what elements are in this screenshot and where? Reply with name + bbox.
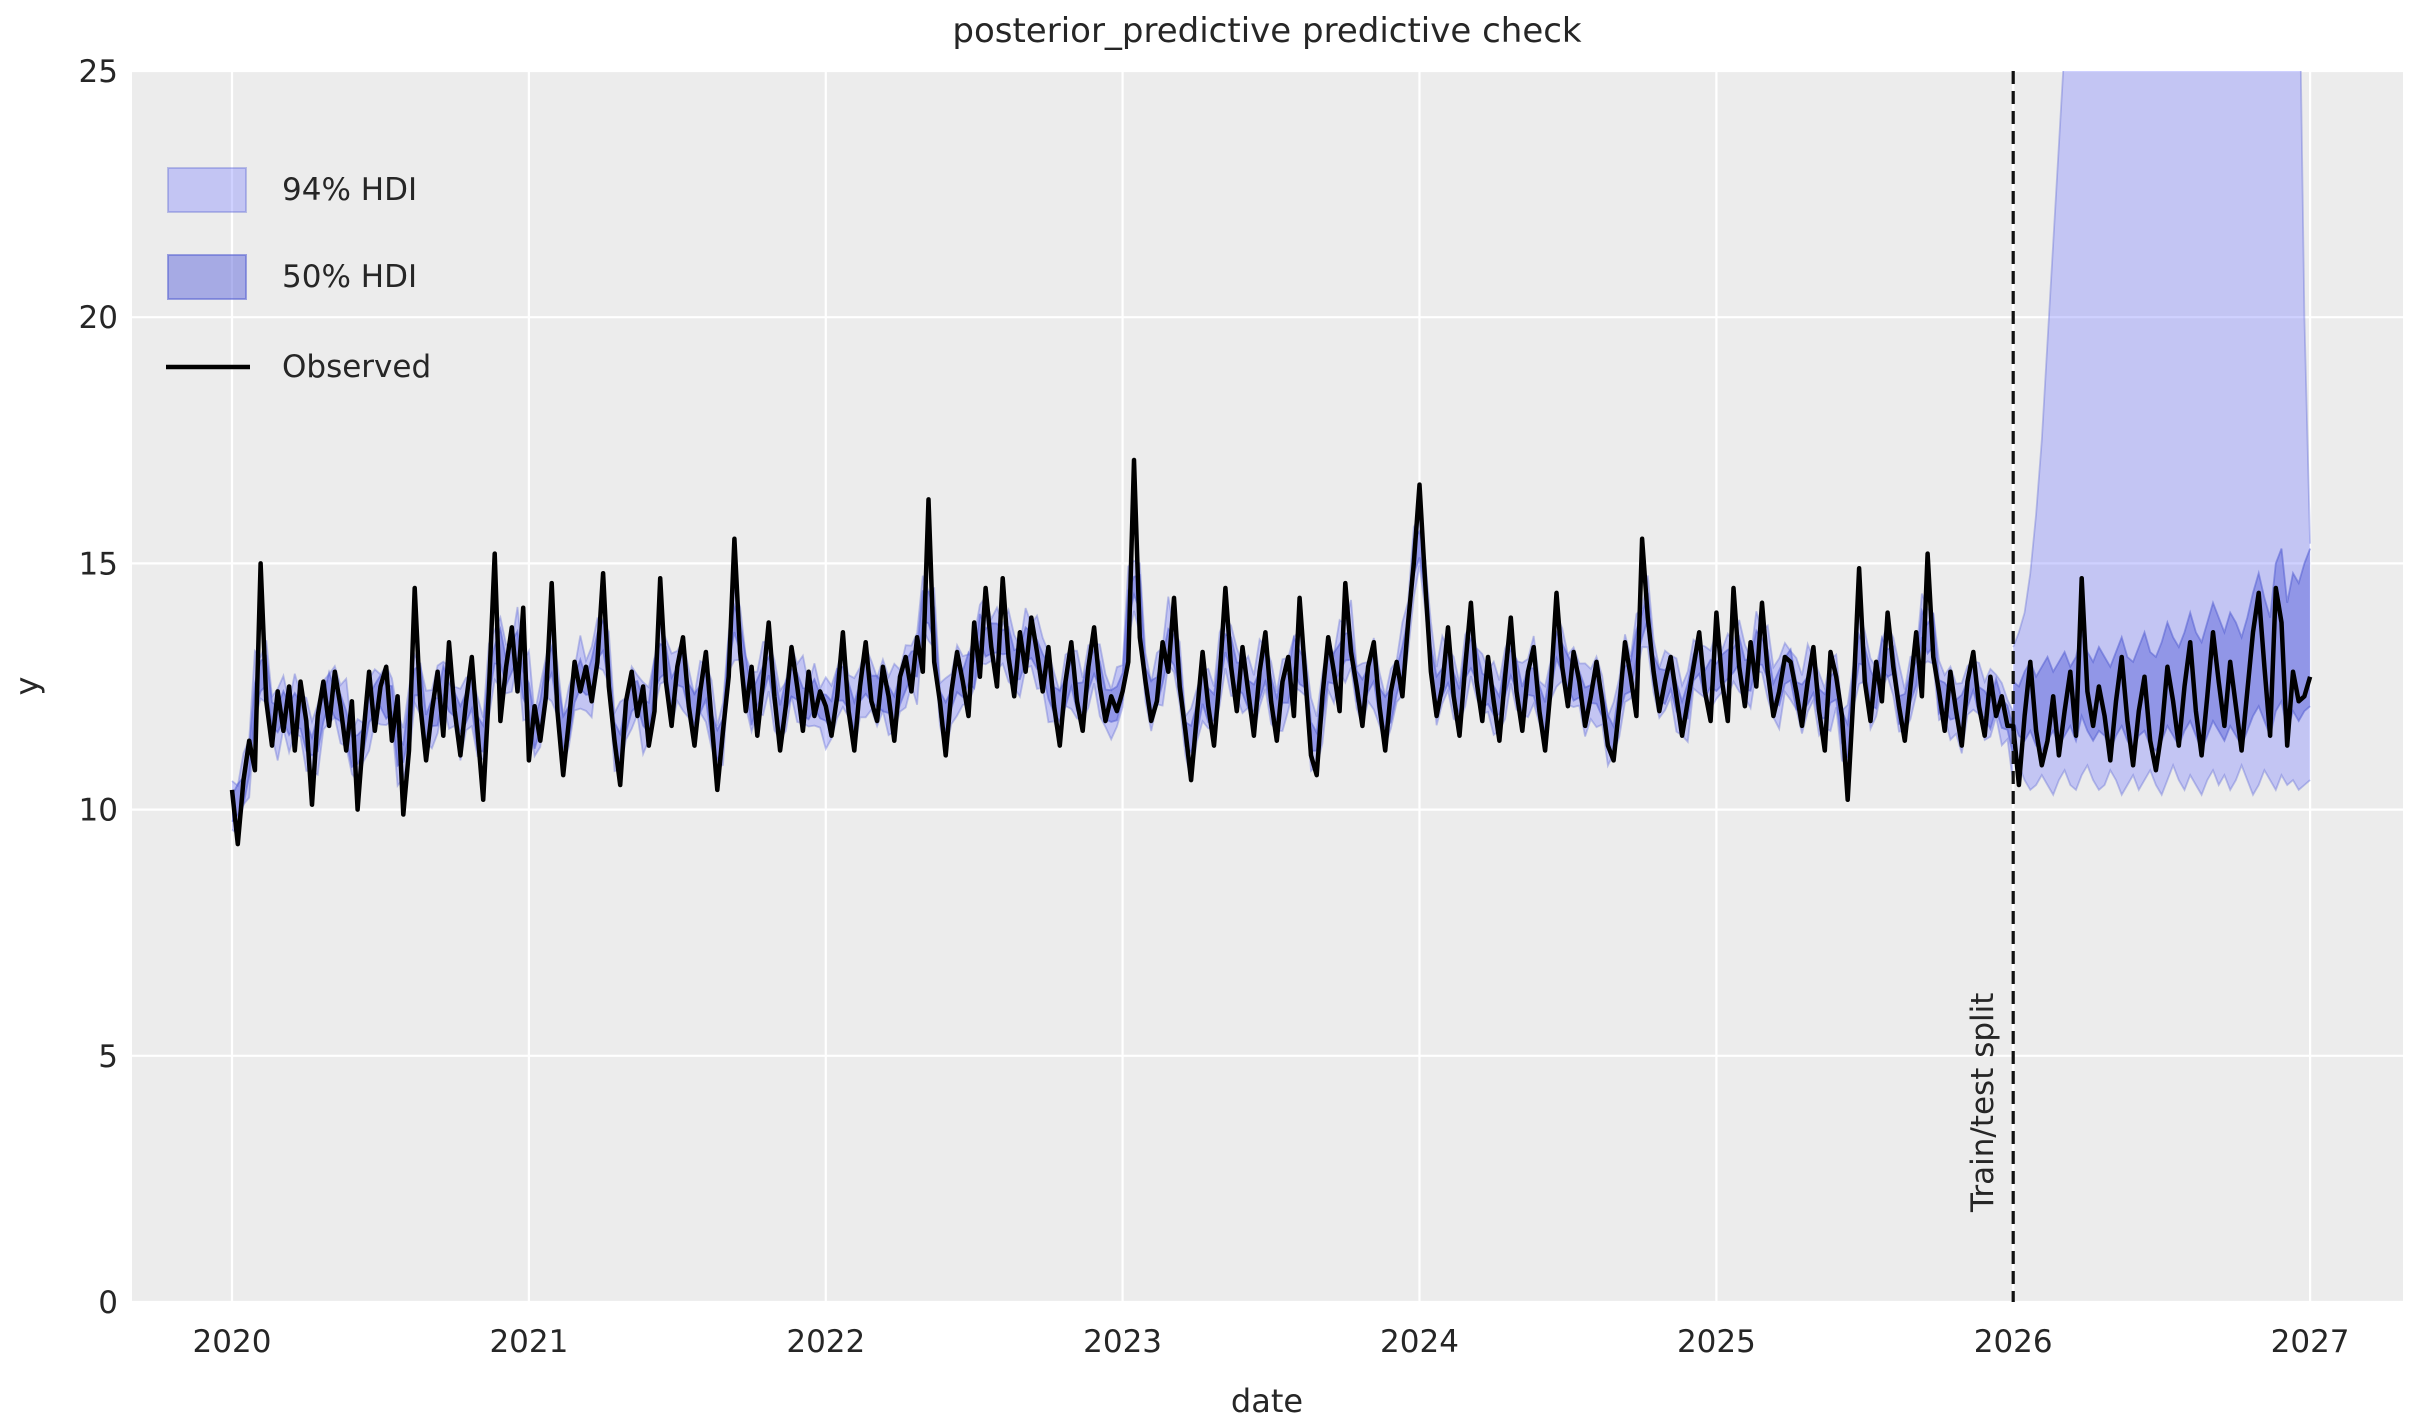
hdi50-train-band	[232, 531, 2014, 822]
gridlines	[132, 69, 2403, 1304]
train-test-split-label: Train/test split	[1965, 993, 2001, 1213]
x-tick-label: 2026	[1974, 1324, 2053, 1360]
hdi94-test-band	[2013, 71, 2311, 795]
observed-line	[229, 457, 2313, 847]
y-tick-label: 0	[98, 1285, 118, 1321]
x-tick-label: 2020	[193, 1324, 272, 1360]
y-tick-label: 20	[79, 300, 118, 336]
legend-94hdi-swatch	[167, 167, 247, 213]
legend: 94% HDI 50% HDI Observed	[166, 167, 431, 385]
x-tick-label: 2025	[1677, 1324, 1756, 1360]
y-tick-label: 15	[79, 546, 118, 582]
y-tick-label: 10	[79, 793, 118, 829]
y-tick-label: 25	[79, 54, 118, 90]
y-axis-label: y	[8, 677, 46, 696]
x-tick-label: 2024	[1380, 1324, 1459, 1360]
hdi94-band-edge	[2012, 71, 2311, 797]
y-tick-labels: 0 5 10 15 20 25	[79, 54, 118, 1321]
chart-title: posterior_predictive predictive check	[952, 11, 1582, 51]
legend-94hdi-label: 94% HDI	[282, 172, 417, 208]
x-tick-label: 2021	[489, 1324, 568, 1360]
x-tick-label: 2022	[786, 1324, 865, 1360]
legend-50hdi-label: 50% HDI	[282, 259, 417, 295]
y-tick-label: 5	[98, 1039, 118, 1075]
legend-50hdi-swatch	[167, 254, 247, 300]
x-tick-label: 2023	[1083, 1324, 1162, 1360]
x-tick-labels: 2020 2021 2022 2023 2024 2025 2026 2027	[193, 1324, 2350, 1360]
legend-observed-label: Observed	[282, 349, 431, 385]
x-tick-label: 2027	[2271, 1324, 2350, 1360]
x-axis-label: date	[1231, 1382, 1303, 1420]
